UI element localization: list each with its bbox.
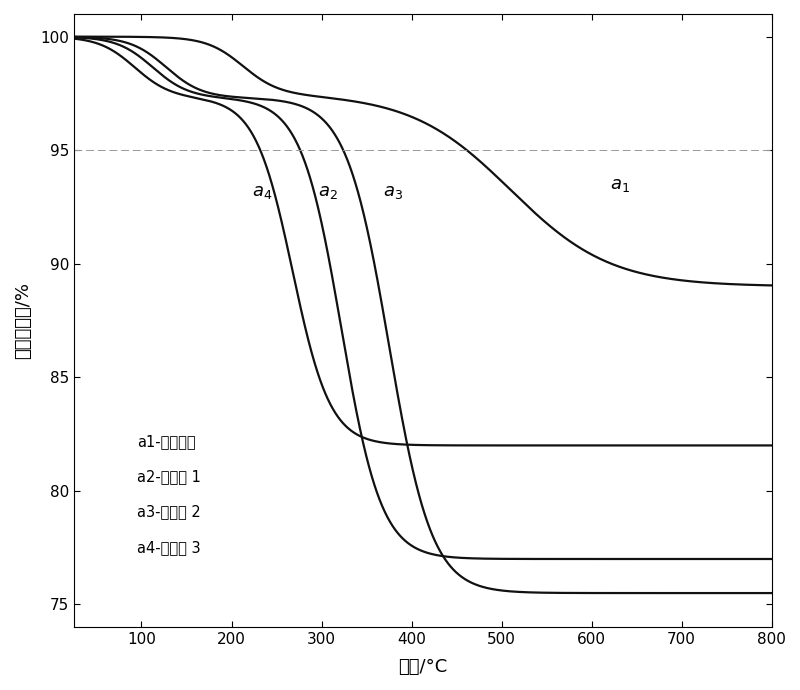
Text: $a_2$: $a_2$ xyxy=(318,183,338,201)
Text: a3-实施例 2: a3-实施例 2 xyxy=(137,504,201,520)
Y-axis label: 失重百分量/%: 失重百分量/% xyxy=(14,282,32,359)
Text: $a_1$: $a_1$ xyxy=(610,176,630,194)
Text: $a_4$: $a_4$ xyxy=(252,183,273,201)
Text: $a_3$: $a_3$ xyxy=(382,183,402,201)
Text: a2-实施例 1: a2-实施例 1 xyxy=(137,469,201,484)
Text: a4-实施例 3: a4-实施例 3 xyxy=(137,540,201,555)
X-axis label: 温度/°C: 温度/°C xyxy=(398,658,447,676)
Text: a1-纯累脱石: a1-纯累脱石 xyxy=(137,434,196,449)
